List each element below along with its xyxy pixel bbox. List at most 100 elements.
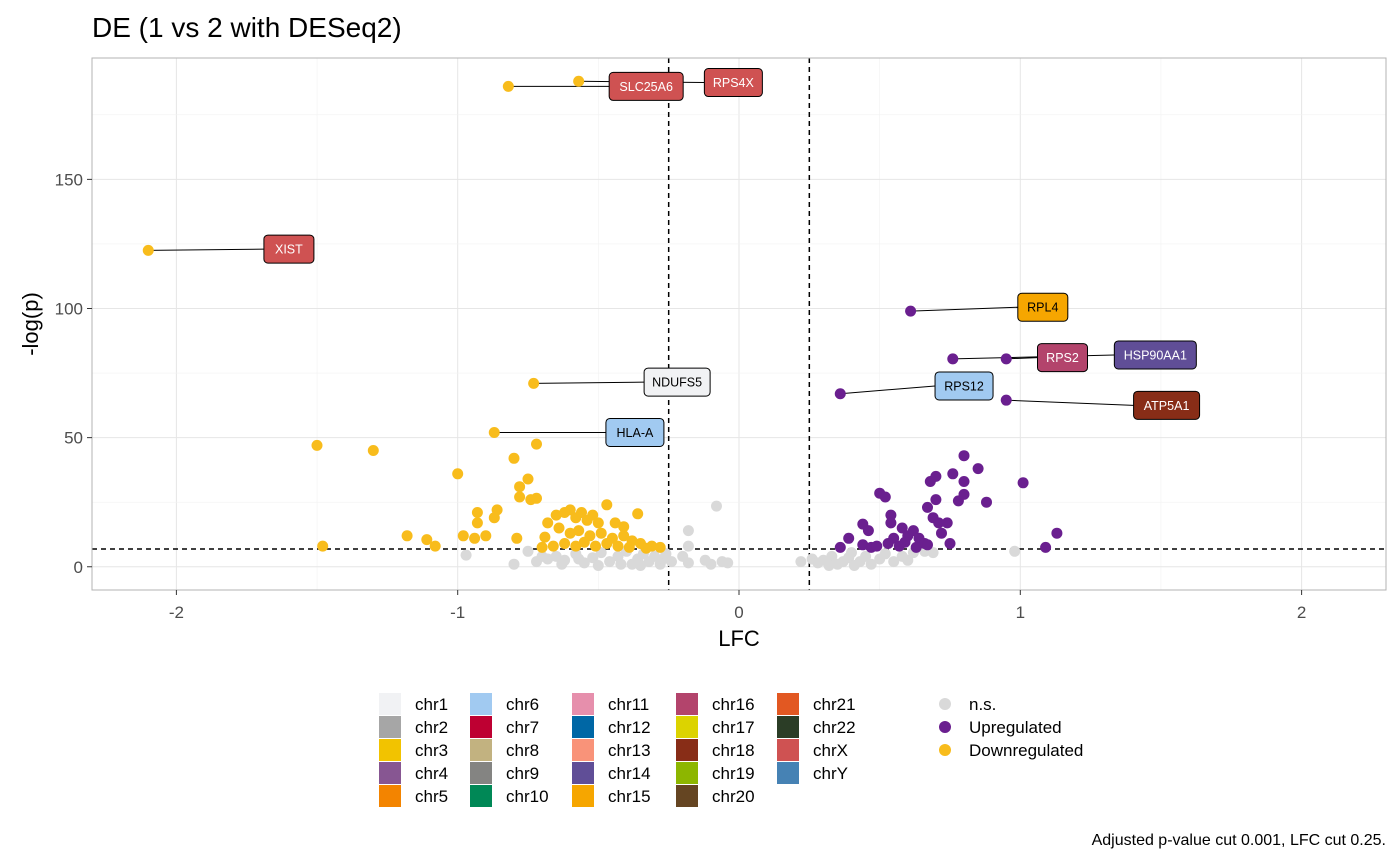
legend-chr-label: chr20 bbox=[712, 787, 755, 806]
data-point bbox=[947, 353, 959, 365]
data-point bbox=[573, 525, 585, 537]
data-point bbox=[1009, 545, 1021, 557]
data-point bbox=[573, 75, 585, 87]
gene-label: XIST bbox=[275, 243, 303, 257]
legend-chr-label: chr4 bbox=[415, 764, 448, 783]
legend-chr-label: chr1 bbox=[415, 695, 448, 714]
legend-chr-swatch bbox=[379, 716, 401, 738]
data-point bbox=[860, 550, 872, 562]
data-point bbox=[531, 438, 542, 450]
legend-status-label: n.s. bbox=[969, 695, 996, 714]
data-point bbox=[795, 556, 807, 568]
data-point bbox=[514, 491, 526, 503]
legend-chr-label: chr11 bbox=[608, 695, 649, 714]
legend-chr-swatch bbox=[676, 739, 698, 761]
data-point bbox=[592, 517, 604, 529]
data-point bbox=[576, 507, 587, 518]
data-point bbox=[899, 536, 911, 548]
data-point bbox=[564, 504, 576, 516]
legend-chr-label: chr14 bbox=[608, 764, 651, 783]
legend-chr-label: chr7 bbox=[506, 718, 539, 737]
data-point bbox=[910, 541, 922, 553]
data-point bbox=[452, 468, 464, 480]
data-point bbox=[469, 532, 481, 544]
legend-chr-label: chr8 bbox=[506, 741, 539, 760]
gene-label: RPS4X bbox=[713, 76, 755, 90]
data-point bbox=[547, 540, 559, 552]
data-point bbox=[531, 492, 542, 504]
gene-label-box bbox=[643, 367, 711, 397]
legend-chr-swatch bbox=[379, 762, 401, 784]
data-point bbox=[649, 550, 661, 562]
data-point bbox=[601, 499, 613, 511]
data-point bbox=[573, 553, 585, 565]
legend-chr-swatch bbox=[379, 739, 401, 761]
legend-chr-label: chr19 bbox=[712, 764, 755, 783]
data-point bbox=[834, 388, 846, 400]
legend-chr-swatch bbox=[470, 785, 492, 807]
legend-chr-swatch bbox=[572, 762, 594, 784]
gene-label: RPS12 bbox=[944, 379, 984, 393]
data-point bbox=[488, 426, 500, 438]
legend-chr-label: chr3 bbox=[415, 741, 448, 760]
data-point bbox=[429, 540, 441, 552]
data-point bbox=[632, 508, 644, 520]
legend-chr-swatch bbox=[572, 693, 594, 715]
gene-label: SLC25A6 bbox=[619, 80, 673, 94]
data-point bbox=[559, 538, 571, 549]
data-point bbox=[907, 525, 919, 537]
data-point bbox=[682, 540, 694, 552]
legend-chr-swatch bbox=[676, 785, 698, 807]
data-point bbox=[1051, 527, 1063, 539]
grid bbox=[92, 58, 1386, 590]
data-point bbox=[922, 501, 933, 513]
legend-chr-label: chr16 bbox=[712, 695, 755, 714]
data-point bbox=[317, 540, 329, 552]
legend-chr-swatch bbox=[470, 693, 492, 715]
x-tick-label: -1 bbox=[450, 603, 465, 622]
data-point bbox=[514, 481, 526, 493]
legend-chr-swatch bbox=[777, 716, 799, 738]
x-axis-title: LFC bbox=[718, 626, 760, 651]
data-point bbox=[936, 527, 947, 539]
data-point bbox=[609, 517, 621, 529]
legend-chr-label: chr13 bbox=[608, 741, 651, 760]
legend-chr-swatch bbox=[676, 762, 698, 784]
legend-chr-swatch bbox=[572, 739, 594, 761]
data-point bbox=[508, 452, 520, 464]
data-point bbox=[528, 377, 540, 389]
data-point bbox=[865, 558, 877, 570]
legend-chr-swatch bbox=[676, 693, 698, 715]
data-point bbox=[958, 488, 970, 500]
data-point bbox=[635, 560, 646, 571]
cutoff-lines bbox=[92, 58, 1386, 590]
data-point bbox=[879, 548, 891, 560]
data-point bbox=[947, 468, 959, 480]
x-tick-label: 0 bbox=[734, 603, 743, 622]
data-point bbox=[550, 550, 562, 562]
legend-chr-swatch bbox=[676, 716, 698, 738]
gene-label-box bbox=[1037, 343, 1088, 373]
legend-chr-swatch bbox=[470, 739, 492, 761]
x-tick-label: -2 bbox=[169, 603, 184, 622]
data-point bbox=[888, 556, 900, 568]
data-point bbox=[421, 534, 433, 546]
data-point bbox=[618, 530, 630, 542]
gene-label-box bbox=[1017, 292, 1069, 322]
data-point bbox=[834, 541, 846, 553]
data-point bbox=[367, 445, 379, 456]
legend-chr-label: chr12 bbox=[608, 718, 651, 737]
legend-chr-swatch bbox=[379, 785, 401, 807]
data-point bbox=[843, 532, 855, 544]
data-point bbox=[896, 522, 908, 534]
gene-label: HSP90AA1 bbox=[1124, 348, 1187, 362]
data-points bbox=[142, 75, 1063, 571]
data-point bbox=[930, 494, 942, 506]
gene-label-box bbox=[605, 417, 665, 447]
y-tick-label: 50 bbox=[64, 429, 83, 448]
data-point bbox=[1000, 353, 1012, 365]
data-point bbox=[508, 558, 520, 570]
data-point bbox=[471, 517, 483, 529]
legend-chr-label: chr17 bbox=[712, 718, 755, 737]
